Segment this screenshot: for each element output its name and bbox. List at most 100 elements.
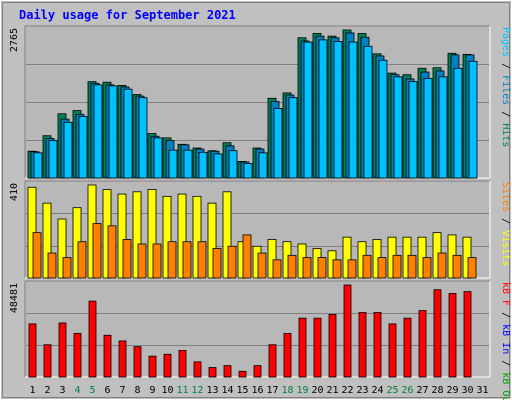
x-tick-label: 26 [401,385,413,396]
bar-kb-f [88,300,97,378]
bar-sites [347,259,357,279]
legend-entry: kB F [500,282,511,306]
x-tick-label: 12 [191,385,203,396]
bar-pages [243,163,253,179]
bar-pages [288,97,298,179]
x-tick-label: 17 [266,385,278,396]
x-tick-label: 7 [119,385,125,396]
bar-sites [167,241,177,279]
legend-entry: Files [500,75,511,105]
bar-pages [63,121,73,179]
bar-pages [138,97,148,179]
legend-entry: Hits [500,123,511,147]
bar-kb-f [418,310,427,378]
legend-entry: kB Out [500,372,511,400]
bar-visits [267,239,277,279]
x-tick-label: 19 [296,385,308,396]
bar-kb-f [178,350,187,378]
bar-sites [467,257,477,279]
bar-kb-f [163,353,172,378]
bar-sites [362,254,372,279]
bar-visits [57,218,67,279]
bar-sites [407,254,417,279]
bar-pages [318,39,328,179]
bar-pages [183,149,193,179]
bar-pages [273,108,283,179]
x-tick-label: 9 [149,385,155,396]
x-tick-label: 31 [476,385,488,396]
bar-sites [62,257,72,279]
bar-kb-f [148,355,157,378]
legend-entry: Sites [500,182,511,212]
bar-pages [228,150,238,179]
bar-kb-f [118,340,127,378]
bar-kb-f [238,370,247,378]
bar-pages [408,81,418,179]
x-tick-label: 14 [221,385,233,396]
bar-kb-f [403,317,412,378]
panel-kbytes-max-label: 48481 [9,283,20,313]
bar-pages [93,84,103,179]
x-tick-label: 20 [311,385,323,396]
x-tick-label: 22 [341,385,353,396]
bar-pages [378,59,388,179]
bar-pages [153,137,163,179]
bar-pages [78,116,88,179]
panel-visits-sites-legend: Sites / Visits [500,182,511,266]
x-tick-label: 29 [446,385,458,396]
x-tick-label: 23 [356,385,368,396]
bar-pages [468,60,478,179]
bar-kb-f [313,317,322,378]
bar-sites [242,234,252,279]
bar-kb-f [208,367,217,378]
bar-sites [77,241,87,279]
panel-visits-sites-max-label: 410 [9,183,20,201]
bar-pages [168,149,178,179]
x-tick-label: 13 [206,385,218,396]
bar-sites [287,254,297,279]
x-tick-label: 28 [431,385,443,396]
legend-entry: / [500,354,511,372]
legend-entry: Visits [500,230,511,266]
bar-pages [453,67,463,179]
panel-kbytes-legend: kB F / kB In / kB Out [500,282,511,400]
bar-pages [48,140,58,179]
bar-kb-f [463,291,472,378]
bar-kb-f [433,289,442,378]
bar-kb-f [328,313,337,378]
bar-visits [42,202,52,279]
x-tick-label: 27 [416,385,428,396]
x-tick-label: 11 [176,385,188,396]
chart-title: Daily usage for September 2021 [19,8,236,22]
legend-entry: kB In [500,324,511,354]
bar-visits [222,191,232,279]
x-tick-label: 8 [134,385,140,396]
legend-entry: / [500,105,511,123]
x-tick-label: 2 [44,385,50,396]
bar-kb-f [253,365,262,378]
bar-sites [257,252,267,279]
x-tick-label: 15 [236,385,248,396]
x-tick-label: 24 [371,385,383,396]
bar-kb-f [43,344,52,378]
bar-pages [198,151,208,179]
legend-entry: Pages [500,27,511,57]
x-tick-label: 16 [251,385,263,396]
bar-sites [422,257,432,279]
bar-sites [212,248,222,279]
bar-pages [123,88,133,179]
panel-kbytes-bg [25,281,490,377]
bar-pages [33,152,43,179]
bar-sites [92,223,102,279]
bar-pages [303,41,313,179]
x-tick-label: 5 [89,385,95,396]
x-tick-label: 10 [161,385,173,396]
legend-entry: / [500,57,511,75]
bar-pages [363,45,373,179]
legend-entry: / [500,212,511,230]
x-tick-label: 6 [104,385,110,396]
bar-sites [47,252,57,279]
bar-kb-f [388,323,397,378]
